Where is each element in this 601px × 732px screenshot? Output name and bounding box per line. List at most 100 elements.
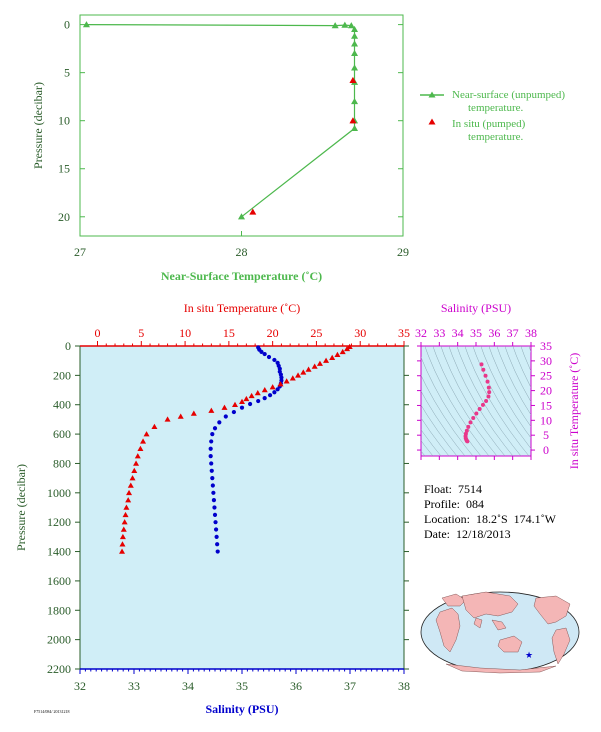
profile-y-tick-label: 400 bbox=[53, 398, 71, 412]
salinity-point bbox=[275, 387, 280, 392]
in-situ-temperature-point bbox=[140, 438, 147, 444]
profile-plot-area bbox=[79, 345, 405, 670]
in-situ-temperature-point bbox=[164, 416, 171, 422]
near-surface-point bbox=[351, 124, 359, 132]
profile-y-tick-label: 2000 bbox=[47, 633, 71, 647]
near-surface-point bbox=[341, 21, 349, 28]
ts-contour-line bbox=[528, 346, 531, 353]
near-surface-point bbox=[351, 97, 359, 105]
date: Date: 12/18/2013 bbox=[424, 527, 511, 541]
ts-contour-line bbox=[496, 346, 531, 416]
salinity-point bbox=[262, 351, 267, 357]
legend-in-situ-label-2: temperature. bbox=[468, 131, 524, 143]
in-situ-temperature-point bbox=[248, 392, 255, 399]
salinity-point bbox=[209, 439, 214, 444]
ts-contour-line bbox=[504, 346, 531, 403]
salinity-point bbox=[214, 534, 219, 539]
location: Location: 18.2˚S 174.1˚W bbox=[424, 512, 556, 526]
in-situ-temperature-point bbox=[127, 482, 134, 488]
salinity-point bbox=[212, 426, 218, 431]
ts-contour-line bbox=[440, 346, 506, 456]
in-situ-temperature-point bbox=[137, 445, 144, 452]
in-situ-temperature-point bbox=[346, 343, 353, 349]
in-situ-temperature-point bbox=[121, 519, 128, 525]
ts-right-tick-label: 10 bbox=[540, 413, 552, 427]
ts-contour-line bbox=[421, 417, 450, 456]
in-situ-temperature-point bbox=[339, 348, 346, 355]
ts-contour-line bbox=[421, 440, 434, 456]
profile-bottom-tick-label: 32 bbox=[74, 679, 86, 693]
profile-y-tick-label: 1800 bbox=[47, 603, 71, 617]
salinity-point bbox=[239, 405, 245, 410]
in-situ-temperature-point bbox=[334, 351, 341, 358]
in-situ-temperature-point bbox=[243, 395, 250, 402]
in-situ-temperature-point bbox=[190, 410, 197, 416]
in-situ-pumped-point bbox=[349, 117, 357, 124]
ts-point bbox=[474, 411, 479, 416]
salinity-point bbox=[259, 349, 264, 354]
in-situ-temperature-point bbox=[254, 389, 261, 396]
ts-contour-line bbox=[424, 346, 490, 456]
profile-top-tick-label: 5 bbox=[138, 326, 144, 340]
near-surface-x-tick-label: 29 bbox=[397, 245, 409, 259]
in-situ-temperature-point bbox=[120, 526, 127, 532]
salinity-point bbox=[209, 468, 214, 473]
in-situ-temperature-point bbox=[329, 354, 336, 360]
in-situ-temperature-point bbox=[208, 407, 215, 413]
in-situ-temperature-point bbox=[133, 460, 140, 466]
in-situ-pumped-point bbox=[249, 208, 257, 215]
ts-contour-line bbox=[464, 346, 530, 456]
profile-y-tick-label: 1200 bbox=[47, 515, 71, 529]
near-surface-x-tick-label: 28 bbox=[236, 245, 248, 259]
ts-right-tick-label: 35 bbox=[540, 339, 552, 353]
salinity-point bbox=[267, 393, 273, 398]
ts-point bbox=[466, 424, 471, 429]
salinity-point bbox=[213, 520, 218, 525]
in-situ-pumped-point bbox=[349, 76, 357, 83]
legend-near-surface-label-1: Near-surface (unpumped) bbox=[452, 89, 565, 101]
in-situ-temperature-point bbox=[221, 404, 228, 410]
ts-point bbox=[477, 407, 482, 412]
profile-top-tick-label: 30 bbox=[354, 326, 366, 340]
salinity-point bbox=[217, 420, 222, 425]
profile-bottom-tick-label: 37 bbox=[344, 679, 356, 693]
ts-contour-line bbox=[421, 374, 474, 456]
ts-top-tick-label: 32 bbox=[415, 326, 427, 340]
ts-point bbox=[486, 385, 491, 390]
salinity-point bbox=[248, 401, 253, 407]
ts-point bbox=[483, 373, 488, 378]
salinity-point bbox=[210, 431, 215, 437]
in-situ-temperature-point bbox=[119, 533, 126, 540]
profile-bottom-tick-label: 33 bbox=[128, 679, 140, 693]
in-situ-temperature-point bbox=[305, 366, 312, 372]
profile-y-tick-label: 600 bbox=[53, 427, 71, 441]
in-situ-temperature-point bbox=[289, 375, 296, 381]
map-land bbox=[435, 591, 571, 674]
ts-contour-line bbox=[480, 346, 531, 439]
profile-y-tick-label: 800 bbox=[53, 456, 71, 470]
near-surface-y-tick-label: 10 bbox=[58, 114, 70, 128]
in-situ-temperature-point bbox=[283, 378, 290, 384]
salinity-point bbox=[209, 461, 214, 466]
salinity-point bbox=[212, 505, 217, 510]
in-situ-temperature-point bbox=[295, 372, 302, 378]
salinity-point bbox=[208, 446, 213, 451]
profile-y-tick-label: 200 bbox=[53, 368, 71, 382]
ts-right-tick-label: 20 bbox=[540, 384, 552, 398]
salinity-point bbox=[208, 454, 213, 459]
in-situ-temperature-point bbox=[231, 401, 238, 407]
ts-contour-line bbox=[472, 346, 531, 449]
ts-point bbox=[480, 402, 485, 407]
profile-y-tick-label: 1400 bbox=[47, 545, 71, 559]
map-float-location: ★ bbox=[525, 650, 533, 660]
in-situ-temperature-point bbox=[129, 475, 136, 481]
profile-bottom-tick-label: 38 bbox=[398, 679, 410, 693]
profile-y-tick-label: 1600 bbox=[47, 574, 71, 588]
ts-point bbox=[484, 399, 489, 403]
near-surface-point bbox=[82, 21, 90, 28]
near-surface-plot-area bbox=[79, 14, 404, 237]
ts-density-contours bbox=[421, 346, 531, 456]
profile-top-tick-label: 10 bbox=[179, 326, 191, 340]
in-situ-temperature-point bbox=[151, 423, 158, 429]
